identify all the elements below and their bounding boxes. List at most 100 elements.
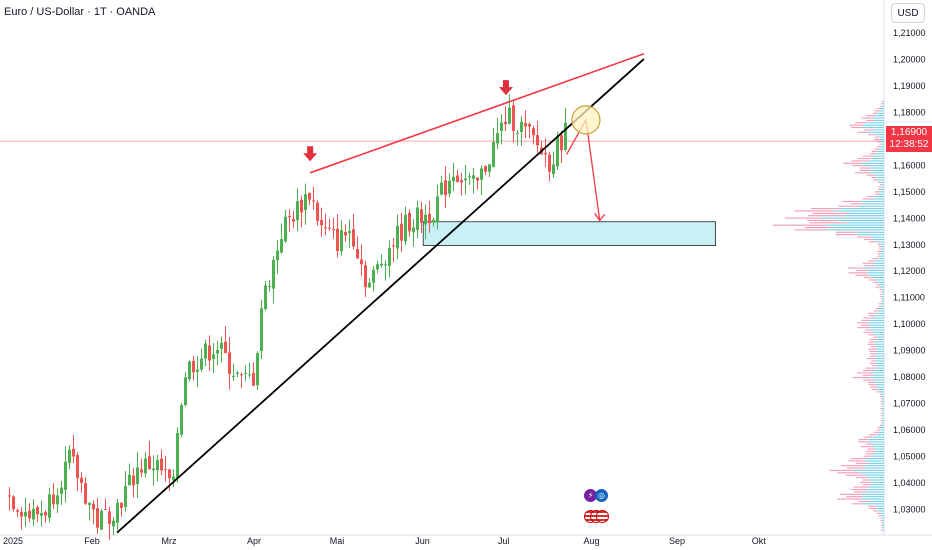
candle-body: [60, 487, 64, 494]
candle-body: [172, 476, 176, 481]
candle-body: [64, 461, 68, 490]
candle-body: [492, 141, 496, 167]
candle-body: [480, 168, 484, 180]
candle-body: [384, 264, 388, 266]
y-tick-label: 1,03000: [893, 504, 926, 514]
candle-body: [524, 123, 528, 127]
candle-body: [368, 282, 372, 288]
y-tick-label: 1,19000: [893, 81, 926, 91]
x-tick-label: Sep: [669, 536, 685, 546]
y-tick-label: 1,07000: [893, 399, 926, 409]
candle-body: [20, 512, 24, 517]
currency-button[interactable]: USD: [891, 3, 925, 23]
candle-body: [220, 342, 224, 349]
x-tick-label: Jul: [498, 536, 510, 546]
candle-body: [156, 460, 160, 471]
candle-body: [412, 227, 416, 233]
candle-body: [476, 177, 480, 181]
candle-body: [548, 154, 552, 172]
candle-body: [96, 508, 100, 528]
candle-body: [536, 134, 540, 146]
y-tick-label: 1,16000: [893, 160, 926, 170]
x-tick-label: Mrz: [161, 536, 176, 546]
candle-body: [332, 229, 336, 231]
candle-body: [556, 136, 560, 167]
candle-body: [344, 231, 348, 236]
candle-body: [44, 511, 48, 516]
candle-body: [168, 469, 172, 479]
candle-body: [128, 474, 132, 486]
candle-body: [68, 449, 72, 464]
candle-body: [420, 209, 424, 223]
x-tick-label: 2025: [3, 536, 23, 546]
candle-body: [496, 133, 500, 144]
candle-body: [304, 194, 308, 211]
candle-body: [56, 495, 60, 505]
y-tick-label: 1,04000: [893, 478, 926, 488]
candle-body: [264, 285, 268, 310]
candle-body: [532, 128, 536, 136]
candle-body: [148, 456, 152, 470]
candle-body: [432, 219, 436, 223]
y-tick-label: 1,11000: [893, 293, 925, 303]
candle-body: [212, 354, 216, 359]
candle-body: [272, 259, 276, 289]
candle-body: [296, 201, 300, 221]
candle-body: [424, 214, 428, 225]
candle-body: [388, 247, 392, 267]
candle-body: [528, 123, 532, 127]
candle-body: [24, 511, 28, 517]
y-tick-label: 1,14000: [893, 213, 926, 223]
candle-body: [152, 468, 156, 471]
us-flag-icon[interactable]: [596, 510, 609, 523]
candle-body: [308, 192, 312, 200]
arrow-down-icon: [303, 146, 318, 162]
candle-body: [36, 507, 40, 515]
candle-body: [360, 259, 364, 265]
y-tick-label: 1,13000: [893, 240, 926, 250]
candle-body: [244, 372, 248, 374]
candle-body: [512, 105, 516, 131]
candle-body: [240, 374, 244, 376]
globe-icon[interactable]: ◎: [595, 489, 608, 502]
projection-arrow: [566, 117, 601, 221]
y-tick-label: 1,10000: [893, 319, 926, 329]
candle-body: [472, 175, 476, 179]
candle-body: [320, 219, 324, 226]
target-circle: [571, 105, 601, 135]
candle-body: [192, 360, 196, 373]
candle-body: [48, 494, 52, 518]
candle-body: [124, 486, 128, 507]
candle-body: [416, 207, 420, 231]
candle-body: [88, 502, 92, 505]
candle-body: [392, 245, 396, 247]
candle-body: [140, 469, 144, 473]
projection-arrowhead: [594, 213, 606, 222]
candle-body: [204, 343, 208, 359]
candle-body: [352, 229, 356, 247]
arrow-down-icon: [498, 80, 513, 96]
x-tick-label: Feb: [84, 536, 100, 546]
candle-body: [300, 199, 304, 213]
resistance-trendline: [309, 52, 645, 174]
y-tick-label: 1,15000: [893, 187, 926, 197]
candle-body: [380, 263, 384, 266]
candle-body: [236, 372, 240, 374]
candle-body: [164, 469, 168, 471]
candle-body: [348, 231, 352, 234]
candle-body: [224, 341, 228, 354]
candle-body: [196, 369, 200, 372]
y-tick-label: 1,05000: [893, 451, 926, 461]
candle-body: [136, 467, 140, 485]
event-markers[interactable]: ⚡ ◎: [584, 489, 614, 529]
current-price-value: 1,16900: [890, 127, 928, 138]
y-tick-label: 1,18000: [893, 107, 926, 117]
candle-body: [280, 239, 284, 253]
candle-body: [12, 496, 16, 510]
candle-body: [112, 520, 116, 527]
candle-body: [560, 135, 564, 151]
candle-body: [108, 511, 112, 524]
candle-body: [408, 212, 412, 232]
candle-body: [460, 180, 464, 183]
